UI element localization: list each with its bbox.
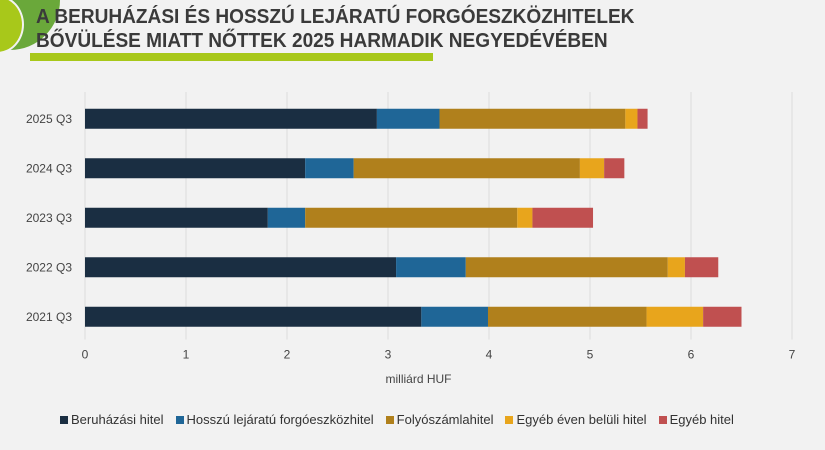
x-tick-label: 1 (183, 348, 190, 362)
y-tick-label: 2024 Q3 (26, 161, 72, 175)
legend-swatch (385, 415, 394, 424)
x-tick-label: 2 (284, 348, 291, 362)
bar-segment (487, 306, 647, 327)
legend-swatch (658, 415, 667, 424)
title-line: A BERUHÁZÁSI ÉS HOSSZÚ LEJÁRATÚ FORGÓESZ… (36, 5, 635, 28)
title-line: BŐVÜLÉSE MIATT NŐTTEK 2025 HARMADIK NEGY… (36, 29, 608, 52)
legend-item: Egyéb éven belüli hitel (505, 412, 647, 427)
bar-segment (625, 108, 638, 129)
x-axis-label: milliárd HUF (386, 372, 452, 386)
bar-segment (637, 108, 648, 129)
bar-segment (305, 158, 354, 179)
y-tick-label: 2022 Q3 (26, 260, 72, 274)
legend-label: Hosszú lejáratú forgóeszközhitel (186, 412, 374, 427)
x-tick-label: 4 (486, 348, 493, 362)
bar-segment (85, 158, 306, 179)
y-tick-label: 2021 Q3 (26, 310, 72, 324)
bar-segment (267, 207, 306, 228)
bar-segment (85, 306, 422, 327)
bar-segment (684, 257, 719, 278)
legend-label: Folyószámlahitel (396, 412, 494, 427)
x-tick-label: 6 (688, 348, 695, 362)
bar-segment (465, 257, 668, 278)
legend-swatch (505, 415, 514, 424)
bar-segment (85, 108, 377, 129)
bar-segment (579, 158, 605, 179)
legend: Beruházási hitel Hosszú lejáratú forgóesz… (60, 412, 734, 427)
legend-item: Egyéb hitel (658, 412, 734, 427)
bar-segment (396, 257, 466, 278)
bar-segment (604, 158, 625, 179)
x-tick-label: 5 (587, 348, 594, 362)
bar-segment (85, 257, 397, 278)
bar-segment (532, 207, 594, 228)
x-tick-label: 3 (385, 348, 392, 362)
bar-segment (646, 306, 704, 327)
bar-segment (305, 207, 518, 228)
legend-label: Beruházási hitel (71, 412, 164, 427)
bar-segment (517, 207, 533, 228)
bar-segment (353, 158, 580, 179)
bar-segment (421, 306, 488, 327)
legend-item: Folyószámlahitel (385, 412, 494, 427)
bar-segment (376, 108, 440, 129)
bar-segment (667, 257, 685, 278)
chart-title: A BERUHÁZÁSI ÉS HOSSZÚ LEJÁRATÚ FORGÓESZ… (36, 5, 634, 53)
legend-label: Egyéb éven belüli hitel (516, 412, 647, 427)
bar-segment (85, 207, 268, 228)
legend-swatch (175, 415, 184, 424)
legend-label: Egyéb hitel (669, 412, 734, 427)
legend-swatch (60, 415, 68, 424)
bar-segment (439, 108, 626, 129)
y-tick-label: 2023 Q3 (26, 211, 72, 225)
y-tick-label: 2025 Q3 (26, 112, 72, 126)
legend-item: Beruházási hitel (60, 412, 164, 427)
legend-item: Hosszú lejáratú forgóeszközhitel (175, 412, 374, 427)
bar-segment (703, 306, 742, 327)
title-underline (30, 53, 433, 61)
x-tick-label: 7 (789, 348, 796, 362)
x-tick-label: 0 (82, 348, 89, 362)
